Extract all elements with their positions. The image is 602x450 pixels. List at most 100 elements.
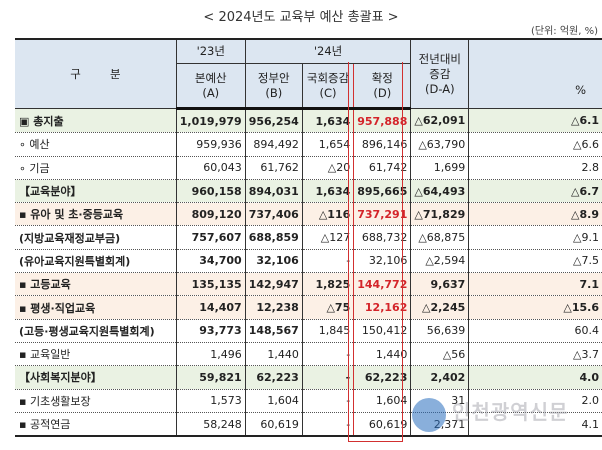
cell-b: 12,238 — [245, 295, 303, 320]
cell-d: 688,732 — [353, 225, 412, 250]
table-title: < 2024년도 교육부 예산 총괄표 > — [203, 10, 399, 25]
row-label: ∘ 기금 — [15, 156, 177, 180]
cell-pct: 7.1 — [468, 272, 602, 297]
row-label: (유아교육지원특별회계) — [15, 249, 177, 274]
cell-a: 58,248 — [176, 412, 246, 438]
watermark-logo-icon — [412, 398, 446, 432]
cell-a: 34,700 — [176, 249, 246, 274]
cell-a: 93,773 — [176, 319, 246, 343]
cell-c: - — [302, 342, 355, 367]
header-a: 본예산 (A) — [176, 63, 246, 110]
cell-pct: △3.7 — [468, 342, 602, 367]
header-pct-label: % — [575, 83, 587, 97]
unit-note: (단위: 억원, %) — [530, 26, 598, 37]
cell-b: 894,031 — [245, 179, 303, 204]
watermark: 인천광역신문 — [452, 400, 569, 424]
cell-b: 61,762 — [245, 156, 303, 180]
cell-d: 1,440 — [353, 342, 412, 367]
cell-diff: △2,594 — [410, 249, 470, 274]
cell-b: 1,440 — [245, 342, 303, 367]
cell-a: 135,135 — [176, 272, 246, 297]
row-label: (고등·평생교육지원특별회계) — [15, 319, 177, 343]
row-label: ▪ 교육일반 — [15, 342, 177, 367]
cell-diff: △68,875 — [410, 225, 470, 250]
cell-d: 737,291 — [353, 202, 412, 227]
cell-c: - — [302, 249, 355, 274]
cell-a: 60,043 — [176, 156, 246, 180]
cell-d: 957,888 — [353, 108, 412, 134]
cell-diff: △56 — [410, 342, 470, 367]
row-label: ▪ 고등교육 — [15, 272, 177, 297]
cell-a: 1,496 — [176, 342, 246, 367]
header-diff: 전년대비 증감 (D-A) — [410, 38, 470, 109]
header-b-sub: (B) — [265, 85, 283, 100]
row-label: ∘ 예산 — [15, 132, 177, 157]
header-a-sub: (A) — [202, 85, 220, 100]
cell-diff: 9,637 — [410, 272, 470, 297]
cell-c: △75 — [302, 295, 355, 320]
cell-pct: 4.1 — [468, 412, 602, 438]
cell-diff: △71,829 — [410, 202, 470, 227]
cell-b: 148,567 — [245, 319, 303, 343]
cell-pct: △9.1 — [468, 225, 602, 250]
table-row: ▪ 공적연금 58,248 60,619-60,619 2,371 4.1 — [15, 412, 602, 438]
header-pct: % — [468, 38, 602, 109]
cell-c: 1,654 — [302, 132, 355, 157]
cell-pct: △6.7 — [468, 179, 602, 204]
row-label: ▣ 총지출 — [15, 108, 177, 134]
cell-d: 150,412 — [353, 319, 412, 343]
cell-a: 809,120 — [176, 202, 246, 227]
cell-diff: 56,639 — [410, 319, 470, 343]
cell-pct: △6.6 — [468, 132, 602, 157]
cell-c: 1,845 — [302, 319, 355, 343]
table-row: 【사회복지분야】 59,821 62,223-62,223 2,402 4.0 — [15, 365, 602, 390]
table-row: (유아교육지원특별회계) 34,700 32,106-32,106 △2,594 △7.… — [15, 249, 602, 274]
cell-b: 894,492 — [245, 132, 303, 157]
cell-pct: △8.9 — [468, 202, 602, 227]
cell-diff: △64,493 — [410, 179, 470, 204]
header-category: 구 분 — [15, 38, 177, 109]
cell-b: 956,254 — [245, 108, 303, 134]
row-label: ▪ 평생·직업교육 — [15, 295, 177, 320]
cell-d: 144,772 — [353, 272, 412, 297]
cell-b: 737,406 — [245, 202, 303, 227]
cell-c: - — [302, 365, 355, 390]
table-row: (고등·평생교육지원특별회계) 93,773 148,567 1,845 150,412… — [15, 319, 602, 343]
cell-c: △20 — [302, 156, 355, 180]
table-row: ▪ 교육일반 1,496 1,440-1,440 △56 △3.7 — [15, 342, 602, 367]
cell-a: 960,158 — [176, 179, 246, 204]
cell-b: 60,619 — [245, 412, 303, 438]
header-diff-sub: (D-A) — [425, 81, 455, 96]
cell-a: 757,607 — [176, 225, 246, 250]
table-row: (지방교육재정교부금) 757,607 688,859 △127 688,732 △68,… — [15, 225, 602, 250]
header-diff-label: 전년대비 증감 — [418, 51, 461, 81]
header-2023: '23년 — [176, 38, 246, 64]
cell-a: 14,407 — [176, 295, 246, 320]
header-b: 정부안 (B) — [245, 63, 303, 110]
table-row: ▪ 유아 및 초·중등교육 809,120 737,406 △116 737,291 △7… — [15, 202, 602, 227]
table-row: ∘ 예산 959,936 894,492 1,654 896,146 △63,790 △6.… — [15, 132, 602, 157]
cell-c: - — [302, 389, 355, 413]
cell-diff: 2,402 — [410, 365, 470, 390]
cell-c: 1,825 — [302, 272, 355, 297]
cell-diff: △63,790 — [410, 132, 470, 157]
header-a-label: 본예산 — [194, 70, 227, 85]
cell-pct: △15.6 — [468, 295, 602, 320]
cell-c: 1,634 — [302, 179, 355, 204]
cell-pct: 2.8 — [468, 156, 602, 180]
cell-diff: △62,091 — [410, 108, 470, 134]
cell-b: 1,604 — [245, 389, 303, 413]
cell-diff: △2,245 — [410, 295, 470, 320]
cell-b: 62,223 — [245, 365, 303, 390]
row-label: (지방교육재정교부금) — [15, 225, 177, 250]
cell-b: 142,947 — [245, 272, 303, 297]
cell-b: 32,106 — [245, 249, 303, 274]
cell-pct: 2.0 — [468, 389, 602, 413]
header-d: 확정 (D) — [353, 63, 412, 110]
row-label: ▪ 공적연금 — [15, 412, 177, 438]
row-label: ▪ 유아 및 초·중등교육 — [15, 202, 177, 227]
header-2024: '24년 — [245, 38, 412, 64]
cell-d: 32,106 — [353, 249, 412, 274]
table-row: ∘ 기금 60,043 61,762 △20 61,742 1,699 2.8 — [15, 156, 602, 180]
cell-a: 959,936 — [176, 132, 246, 157]
